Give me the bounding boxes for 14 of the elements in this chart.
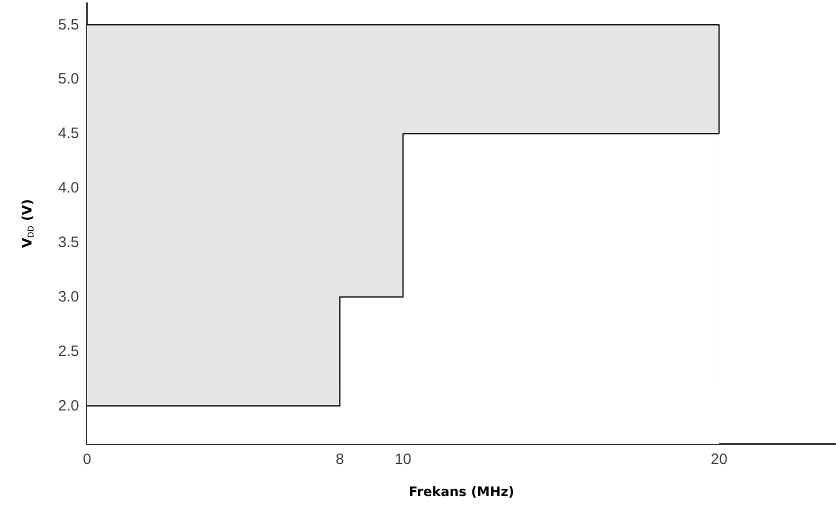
y-tick-label: 3.5 [58,234,79,252]
x-axis-title: Frekans (MHz) [408,485,514,500]
y-tick-label: 2.5 [58,342,79,360]
y-tick-label: 4.0 [58,180,79,197]
x-tick-label: 10 [394,451,412,468]
y-tick-label: 2.0 [58,397,79,414]
y-tick-label: 4.5 [58,125,79,142]
y-tick-label: 5.5 [58,16,79,34]
x-tick-label: 8 [336,451,344,468]
y-tick-label: 5.0 [58,70,79,88]
y-tick-label: 3.0 [58,288,79,306]
x-tick-label: 0 [82,451,92,468]
y-axis-title: VDD (V) [20,199,36,248]
x-tick-label: 20 [710,451,728,468]
